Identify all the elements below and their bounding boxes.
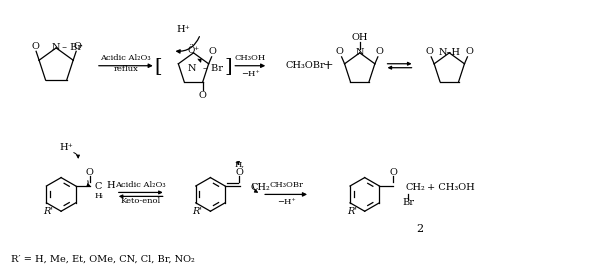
Text: CH₂: CH₂: [405, 184, 425, 192]
Text: Br: Br: [402, 198, 414, 207]
Text: OH: OH: [352, 33, 368, 42]
Text: O: O: [466, 47, 473, 56]
Text: ]: ]: [224, 57, 232, 75]
Text: 2: 2: [416, 224, 423, 234]
Text: – Br: – Br: [59, 43, 82, 52]
Text: N: N: [52, 43, 61, 52]
Text: CH₂: CH₂: [251, 184, 271, 192]
Text: – Br: – Br: [203, 64, 223, 73]
Text: + CH₃OH: + CH₃OH: [427, 184, 475, 192]
Text: H: H: [107, 181, 115, 190]
Text: N: N: [355, 48, 364, 57]
Text: C: C: [95, 182, 102, 192]
Text: Acidic Al₂O₃: Acidic Al₂O₃: [100, 54, 151, 62]
Text: O: O: [235, 168, 243, 177]
Text: R': R': [43, 207, 53, 216]
Text: N: N: [187, 64, 196, 73]
Text: O: O: [389, 168, 397, 177]
Text: O: O: [335, 47, 344, 56]
Text: O: O: [86, 168, 94, 177]
Text: ₂: ₂: [100, 192, 103, 200]
Text: O: O: [73, 42, 81, 51]
Text: −H⁺: −H⁺: [277, 198, 295, 206]
Text: H⁺: H⁺: [59, 143, 73, 152]
Text: O: O: [425, 47, 433, 56]
Text: R': R': [193, 207, 202, 216]
Text: CH₃OBr: CH₃OBr: [285, 61, 325, 70]
Text: reflux: reflux: [113, 65, 138, 73]
Text: Keto-enol: Keto-enol: [121, 197, 161, 205]
Text: O: O: [199, 91, 207, 100]
Text: N–H: N–H: [439, 48, 460, 57]
Text: O: O: [376, 47, 384, 56]
Text: CH₃OH: CH₃OH: [235, 54, 266, 62]
Text: O: O: [209, 47, 217, 56]
Text: O: O: [31, 42, 39, 51]
Text: Ö⁺: Ö⁺: [187, 46, 200, 55]
Text: +: +: [323, 59, 333, 72]
Text: CH₃OBr: CH₃OBr: [269, 181, 303, 189]
Text: −H⁺: −H⁺: [241, 70, 260, 78]
Text: H,: H,: [235, 160, 245, 168]
Text: [: [: [155, 57, 163, 75]
Text: R': R': [347, 207, 357, 216]
Text: R′ = H, Me, Et, OMe, CN, Cl, Br, NO₂: R′ = H, Me, Et, OMe, CN, Cl, Br, NO₂: [11, 254, 195, 263]
Text: H⁺: H⁺: [176, 25, 190, 34]
Text: Acidic Al₂O₃: Acidic Al₂O₃: [115, 181, 166, 189]
Text: H: H: [95, 192, 102, 200]
